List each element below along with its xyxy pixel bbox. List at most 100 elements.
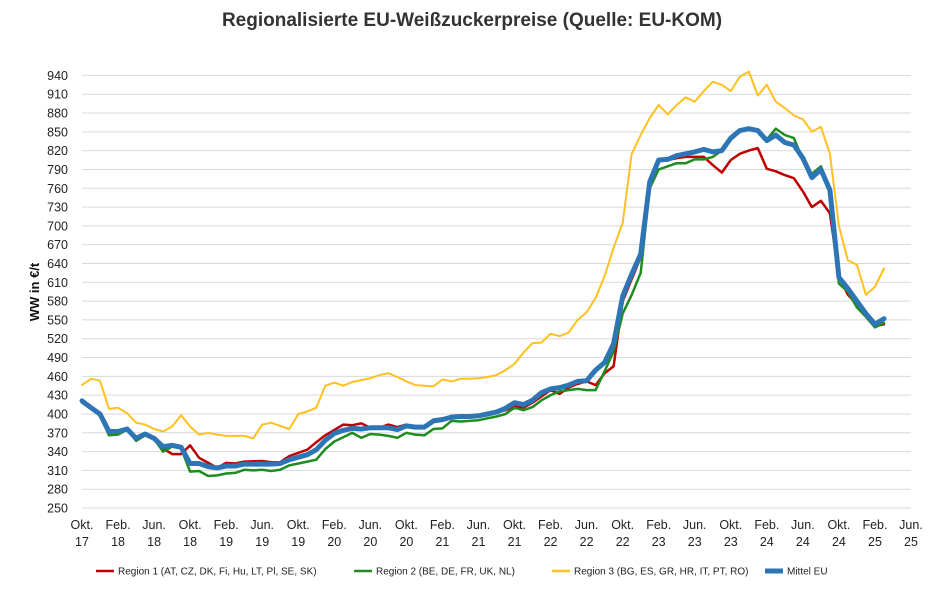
- x-tick-label: Okt. 22: [611, 518, 634, 549]
- x-tick-month: Jun.: [899, 518, 923, 532]
- y-tick-label: 880: [47, 107, 68, 121]
- x-tick-year: 18: [147, 535, 161, 549]
- x-tick-month: Okt.: [395, 518, 418, 532]
- y-tick-label: 730: [47, 201, 68, 215]
- x-tick-label: Jun. 20: [359, 518, 383, 549]
- x-tick-label: Jun. 24: [791, 518, 815, 549]
- y-tick-label: 940: [47, 69, 68, 83]
- x-tick-month: Feb.: [106, 518, 131, 532]
- x-tick-label: Jun. 25: [899, 518, 923, 549]
- x-tick-year: 20: [327, 535, 341, 549]
- x-tick-label: Jun. 18: [142, 518, 166, 549]
- series-line-4: [79, 126, 887, 471]
- x-tick-year: 24: [760, 535, 774, 549]
- legend-label: Region 3 (BG, ES, GR, HR, IT, PT, RO): [574, 567, 749, 578]
- x-tick-label: Okt. 20: [395, 518, 418, 549]
- x-tick-year: 18: [111, 535, 125, 549]
- legend-label: Mittel EU: [787, 567, 828, 578]
- legend-item: Region 2 (BE, DE, FR, UK, NL): [354, 567, 515, 578]
- x-tick-year: 23: [688, 535, 702, 549]
- x-tick-month: Jun.: [359, 518, 383, 532]
- y-tick-label: 610: [47, 276, 68, 290]
- legend: Region 1 (AT, CZ, DK, Fi, Hu, LT, Pl, SE…: [96, 567, 828, 578]
- x-tick-month: Okt.: [71, 518, 94, 532]
- x-tick-year: 22: [580, 535, 594, 549]
- y-tick-label: 430: [47, 389, 68, 403]
- legend-item: Mittel EU: [765, 567, 828, 578]
- legend-item: Region 1 (AT, CZ, DK, Fi, Hu, LT, Pl, SE…: [96, 567, 317, 578]
- x-tick-label: Feb. 22: [538, 518, 563, 549]
- x-tick-label: Okt. 17: [71, 518, 94, 549]
- x-tick-label: Jun. 22: [575, 518, 599, 549]
- y-tick-label: 550: [47, 313, 68, 327]
- x-tick-label: Okt. 24: [827, 518, 850, 549]
- x-tick-year: 25: [868, 535, 882, 549]
- chart-title: Regionalisierte EU-Weißzuckerpreise (Que…: [222, 10, 722, 31]
- x-tick-month: Okt.: [179, 518, 202, 532]
- series-line-3: [81, 70, 885, 440]
- y-tick-label: 820: [47, 144, 68, 158]
- y-tick-labels: 250 280 310 340 370 400 430 460 490 520 550 580 610 6…: [47, 69, 68, 516]
- x-tick-year: 18: [183, 535, 197, 549]
- y-axis-label: WW in €/t: [27, 262, 42, 321]
- y-tick-label: 400: [47, 407, 68, 421]
- legend-label: Region 1 (AT, CZ, DK, Fi, Hu, LT, Pl, SE…: [118, 567, 317, 578]
- x-tick-year: 22: [616, 535, 630, 549]
- x-tick-month: Jun.: [791, 518, 815, 532]
- x-tick-year: 24: [796, 535, 810, 549]
- x-tick-year: 20: [363, 535, 377, 549]
- x-tick-label: Jun. 21: [467, 518, 491, 549]
- legend-label: Region 2 (BE, DE, FR, UK, NL): [376, 567, 515, 578]
- x-tick-label: Okt. 18: [179, 518, 202, 549]
- x-tick-label: Okt. 23: [719, 518, 742, 549]
- x-tick-label: Feb. 24: [754, 518, 779, 549]
- y-tick-label: 520: [47, 332, 68, 346]
- x-tick-month: Jun.: [250, 518, 274, 532]
- x-tick-labels: Okt. 17 Feb. 18 Jun. 18 Okt. 18 Feb. 19 Jun. 19 Okt.…: [71, 518, 923, 549]
- x-tick-label: Feb. 19: [214, 518, 239, 549]
- x-tick-year: 17: [75, 535, 89, 549]
- x-tick-month: Feb.: [862, 518, 887, 532]
- x-tick-label: Jun. 19: [250, 518, 274, 549]
- x-tick-year: 21: [472, 535, 486, 549]
- x-tick-year: 23: [724, 535, 738, 549]
- y-tick-label: 460: [47, 370, 68, 384]
- x-tick-year: 22: [544, 535, 558, 549]
- x-tick-label: Okt. 19: [287, 518, 310, 549]
- y-tick-label: 490: [47, 351, 68, 365]
- y-tick-label: 370: [47, 426, 68, 440]
- x-tick-label: Feb. 18: [106, 518, 131, 549]
- x-tick-month: Feb.: [646, 518, 671, 532]
- y-tick-label: 790: [47, 163, 68, 177]
- x-tick-month: Okt.: [611, 518, 634, 532]
- x-tick-year: 21: [508, 535, 522, 549]
- x-tick-year: 21: [435, 535, 449, 549]
- x-tick-month: Jun.: [142, 518, 166, 532]
- y-tick-label: 280: [47, 483, 68, 497]
- x-tick-year: 20: [399, 535, 413, 549]
- x-tick-month: Feb.: [430, 518, 455, 532]
- y-tick-label: 310: [47, 464, 68, 478]
- y-tick-label: 580: [47, 295, 68, 309]
- x-tick-month: Okt.: [287, 518, 310, 532]
- x-tick-month: Jun.: [467, 518, 491, 532]
- y-tick-label: 640: [47, 257, 68, 271]
- x-tick-year: 19: [255, 535, 269, 549]
- y-tick-label: 910: [47, 88, 68, 102]
- x-tick-month: Feb.: [214, 518, 239, 532]
- x-tick-label: Feb. 20: [322, 518, 347, 549]
- x-tick-year: 23: [652, 535, 666, 549]
- x-tick-label: Feb. 25: [862, 518, 887, 549]
- y-tick-label: 670: [47, 238, 68, 252]
- x-tick-year: 19: [219, 535, 233, 549]
- y-tick-label: 250: [47, 502, 68, 516]
- x-tick-month: Jun.: [575, 518, 599, 532]
- x-tick-month: Okt.: [719, 518, 742, 532]
- x-tick-label: Jun. 23: [683, 518, 707, 549]
- y-tick-label: 760: [47, 182, 68, 196]
- x-tick-month: Feb.: [322, 518, 347, 532]
- x-tick-month: Jun.: [683, 518, 707, 532]
- x-tick-month: Okt.: [827, 518, 850, 532]
- series-line-2: [80, 127, 886, 478]
- gridlines: [82, 74, 911, 509]
